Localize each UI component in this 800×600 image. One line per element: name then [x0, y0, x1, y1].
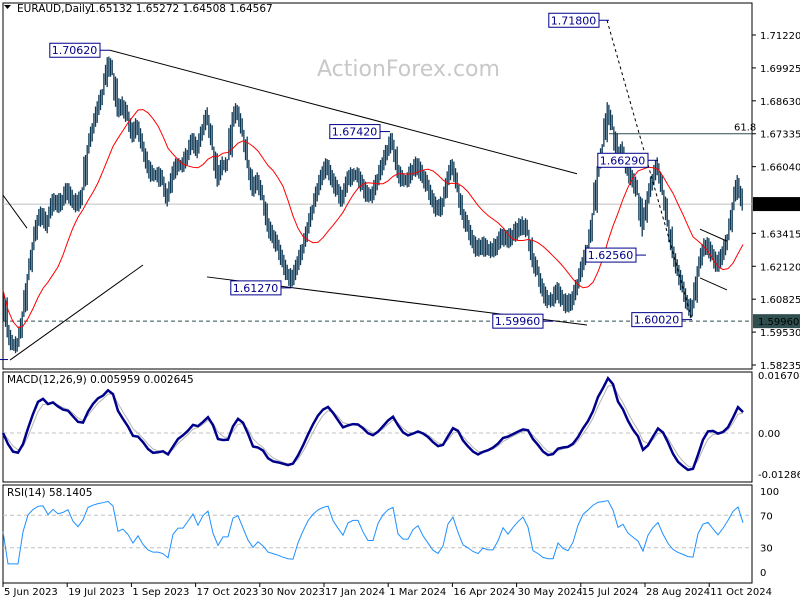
price-tick-label: 1.69925 — [760, 64, 800, 75]
price-tick-label: 1.66040 — [760, 163, 800, 174]
time-tick-label: 17 Jan 2024 — [325, 587, 385, 598]
support-price-tag — [753, 314, 800, 329]
rsi-panel[interactable]: 100 70 30 0 — [2, 484, 779, 584]
rsi-tick-label: 30 — [760, 544, 773, 555]
price-label-box — [492, 313, 544, 329]
price-label: 1.66290 — [597, 152, 658, 168]
price-tick-label: 1.62120 — [760, 262, 800, 273]
macd-title: MACD(12,26,9) 0.005959 0.002645 — [7, 374, 194, 386]
price-tick-label: 1.68630 — [760, 97, 800, 108]
macd-tick-label: -0.012869 — [758, 470, 800, 481]
time-tick-label: 16 Apr 2024 — [453, 587, 515, 598]
trendline — [699, 228, 728, 242]
price-label-box — [585, 247, 637, 263]
price-label: 0 — [0, 359, 8, 361]
price-label-text: 1.70620 — [52, 44, 98, 57]
collapse-triangle-icon[interactable] — [4, 5, 11, 9]
price-label-text: 1.71800 — [551, 14, 597, 27]
trendline — [109, 49, 578, 175]
current-price-tag-text: 1.64567 — [758, 200, 799, 211]
price-label-box — [548, 12, 600, 28]
time-tick-label: 11 Oct 2024 — [710, 587, 772, 598]
price-label-box — [597, 152, 649, 168]
price-label-text: 1.67420 — [332, 126, 378, 139]
price-tick-label: 1.60825 — [760, 295, 800, 306]
rsi-tick-label: 0 — [760, 568, 766, 579]
rsi-panel-frame — [2, 484, 753, 584]
price-label-box — [329, 124, 381, 140]
price-label: 1.61270 — [230, 280, 291, 296]
price-tick-label: 1.71220 — [760, 31, 800, 42]
ohlc-values: 1.65132 1.65272 1.64508 1.64567 — [89, 3, 273, 15]
price-label-box — [631, 312, 683, 328]
time-tick-label: 17 Oct 2023 — [197, 587, 259, 598]
price-label: 1.62560 — [585, 247, 646, 263]
symbol-label: EURAUD,Daily — [17, 3, 91, 15]
price-tick-label: 1.63415 — [760, 229, 800, 240]
time-tick-label: 1 Mar 2024 — [389, 587, 446, 598]
price-label-text: 1.60020 — [634, 314, 680, 327]
time-axis: 5 Jun 2023 19 Jul 2023 1 Sep 2023 17 Oct 20… — [2, 583, 772, 598]
chart-header: EURAUD,Daily 1.65132 1.65272 1.64508 1.6… — [4, 3, 273, 15]
price-label: 1.60020 — [631, 312, 692, 328]
time-tick-label: 30 May 2024 — [518, 587, 583, 598]
price-label: 1.67420 — [329, 124, 390, 140]
macd-signal-line — [2, 384, 744, 469]
rsi-line — [2, 500, 744, 565]
price-label: 1.70620 — [49, 42, 110, 58]
price-tick-label: 1.67335 — [760, 130, 800, 141]
rsi-tick-label: 100 — [760, 487, 779, 498]
rsi-title: RSI(14) 58.1405 — [7, 487, 92, 499]
macd-tick-label: 0.016704 — [758, 371, 800, 382]
trendline — [699, 277, 728, 291]
price-label-text: 1.61270 — [233, 282, 278, 295]
price-panel-frame — [2, 2, 753, 370]
time-tick-label: 28 Aug 2024 — [646, 587, 710, 598]
price-label: 1.71800 — [548, 12, 609, 28]
trendline — [2, 194, 28, 229]
price-panel[interactable]: 1.71220 1.69925 1.68630 1.67335 1.66040 1.634… — [0, 2, 800, 372]
time-tick-label: 5 Jun 2023 — [4, 587, 58, 598]
macd-panel[interactable]: 0.016704 0.00 -0.012869 — [1, 371, 800, 483]
time-tick-label: 15 Jul 2024 — [582, 587, 639, 598]
support-price-tag-text: 1.59960 — [758, 317, 799, 328]
current-price-tag — [753, 197, 800, 212]
trendline — [9, 264, 144, 361]
price-tick-label: 1.59530 — [760, 328, 800, 339]
moving-average-line — [2, 109, 744, 329]
watermark: ActionForex.com — [317, 57, 500, 82]
time-tick-label: 19 Jul 2023 — [68, 587, 125, 598]
time-tick-label: 30 Nov 2023 — [261, 587, 325, 598]
price-tick-label: 1.58235 — [760, 361, 800, 372]
time-tick-label: 1 Sep 2023 — [132, 587, 189, 598]
price-label-text: 1.66290 — [600, 154, 646, 167]
macd-panel-frame — [2, 371, 753, 483]
macd-tick-label: 0.00 — [758, 429, 780, 440]
price-label: 1.59960 — [492, 313, 553, 329]
price-label-box — [49, 42, 101, 58]
rsi-tick-label: 70 — [760, 511, 773, 522]
price-label-text: 1.62560 — [588, 249, 634, 262]
fib-label: 61.8 — [734, 123, 756, 134]
price-label-box — [230, 280, 282, 296]
price-label-text: 1.59960 — [495, 315, 541, 328]
trendline — [606, 20, 693, 320]
macd-line — [1, 375, 744, 472]
